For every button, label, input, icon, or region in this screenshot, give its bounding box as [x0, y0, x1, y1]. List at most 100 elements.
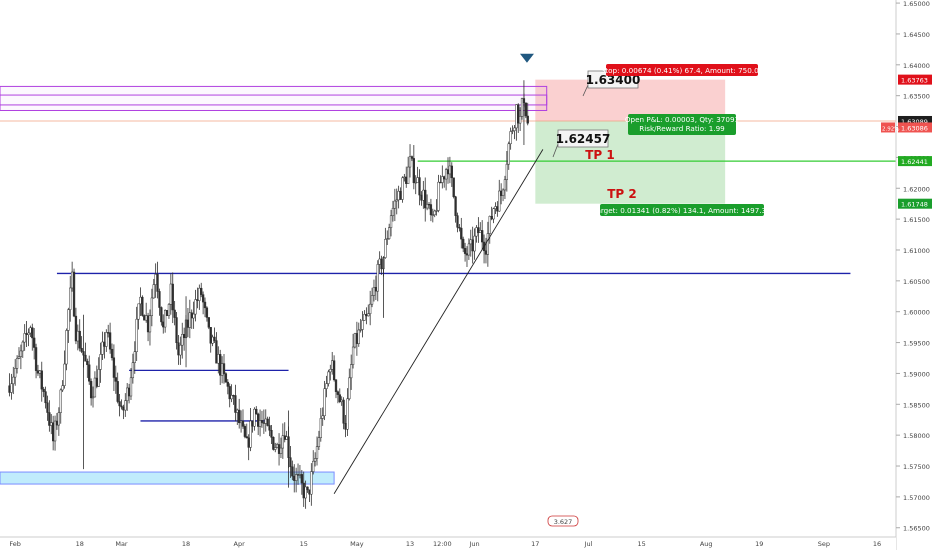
candle-body [188, 312, 191, 328]
candle-body [219, 354, 222, 376]
callout-low-box [557, 129, 609, 148]
candle-body [50, 422, 53, 426]
candle-body [403, 176, 406, 179]
candle-body [323, 388, 326, 417]
candle-body [435, 210, 438, 212]
open-pnl-text: Open P&L: 0.00003, Qty: 37091 [625, 115, 739, 124]
candle-body [515, 104, 518, 129]
last-price-bg [898, 122, 932, 133]
candle-body [386, 238, 389, 240]
last-price-pct-bg [881, 122, 895, 133]
candle-body [95, 377, 98, 387]
price-scale-bg [896, 0, 932, 550]
y-tick-label: 1.57000 [903, 494, 930, 502]
candle-body [456, 215, 459, 228]
candle-body [158, 291, 161, 308]
candle-body [258, 420, 262, 427]
candle-body [253, 408, 256, 427]
resistance-box-inner [0, 94, 548, 106]
candle-body [175, 317, 178, 344]
candle-body [277, 444, 281, 454]
stop-label-bg [606, 64, 758, 76]
candle-body [165, 310, 169, 316]
candle-body [222, 363, 226, 374]
candle-body [496, 206, 499, 212]
x-tick-label: Feb [9, 540, 21, 548]
candle-body [374, 287, 378, 292]
y-tick-label: 1.59500 [903, 340, 930, 348]
candle-body [518, 116, 522, 124]
candle-body [19, 350, 23, 357]
candle-body [520, 98, 524, 117]
candle-body [74, 315, 78, 342]
candle-body [325, 383, 328, 389]
candle-body [88, 364, 91, 382]
candle-body [133, 351, 136, 363]
candle-body [14, 368, 17, 378]
event-marker-bg [547, 515, 579, 527]
candle-body [213, 336, 216, 341]
candle-body [224, 373, 228, 383]
candle-body [405, 176, 408, 184]
candle-body [463, 248, 467, 254]
candle-body [268, 425, 271, 431]
candle-body [448, 165, 452, 175]
candle-body [160, 307, 163, 323]
candle-body [302, 482, 305, 499]
open-pnl-bg [628, 114, 736, 135]
candle-body [395, 199, 398, 202]
candle-body [146, 315, 150, 333]
candle-body [78, 330, 81, 349]
candle-body [148, 315, 152, 333]
candle-body [450, 165, 453, 179]
candle-body [55, 420, 59, 426]
price-scale[interactable]: 1.650001.645001.640001.635001.630001.625… [881, 0, 932, 550]
candle-body [477, 227, 480, 233]
x-tick-label: May [350, 540, 364, 548]
candle-body [473, 235, 476, 252]
candle-body [443, 176, 446, 180]
candle-body [8, 385, 11, 393]
x-tick-label: 15 [637, 540, 645, 548]
candle-body [63, 363, 66, 386]
last-price-pct-text: 2.92% [882, 126, 899, 132]
candle-body [319, 418, 322, 438]
y-tick-label: 1.60000 [903, 309, 930, 317]
candle-body [186, 319, 190, 328]
candle-body [408, 156, 412, 168]
candle-body [422, 189, 425, 201]
candle-body [329, 369, 332, 373]
candle-body [67, 309, 70, 331]
target-price-tag-text: 1.61748 [901, 201, 928, 209]
candle-body [336, 391, 340, 395]
candle-body [152, 284, 155, 299]
candle-body [57, 412, 60, 426]
candle-body [361, 320, 364, 330]
candle-body [401, 177, 404, 200]
candle-body [291, 466, 294, 477]
candle-body [141, 296, 144, 316]
candle-body [52, 422, 55, 442]
time-scale[interactable]: Feb 18 Mar 18 Apr 15 May 13 12:00 Jun 17 Jul 15 Aug 19… [0, 536, 896, 550]
candle-body [505, 163, 508, 180]
candle-body [369, 303, 372, 314]
candle-body [25, 333, 28, 335]
risk-reward-text: Risk/Reward Ratio: 1.99 [639, 124, 725, 133]
candle-body [334, 379, 338, 392]
candle-body [164, 310, 167, 328]
candle-body [29, 327, 32, 334]
candle-body [304, 486, 307, 499]
candle-body [350, 364, 353, 379]
candle-body [36, 370, 40, 374]
candle-body [194, 299, 197, 315]
support-zone [0, 471, 335, 485]
candle-body [393, 200, 396, 209]
candle-body [310, 471, 313, 495]
candle-body [317, 437, 321, 447]
candle-body [108, 332, 112, 350]
candle-body [230, 395, 233, 400]
candle-body [344, 423, 347, 430]
candle-body [215, 340, 218, 364]
x-tick-label: 18 [76, 540, 84, 548]
